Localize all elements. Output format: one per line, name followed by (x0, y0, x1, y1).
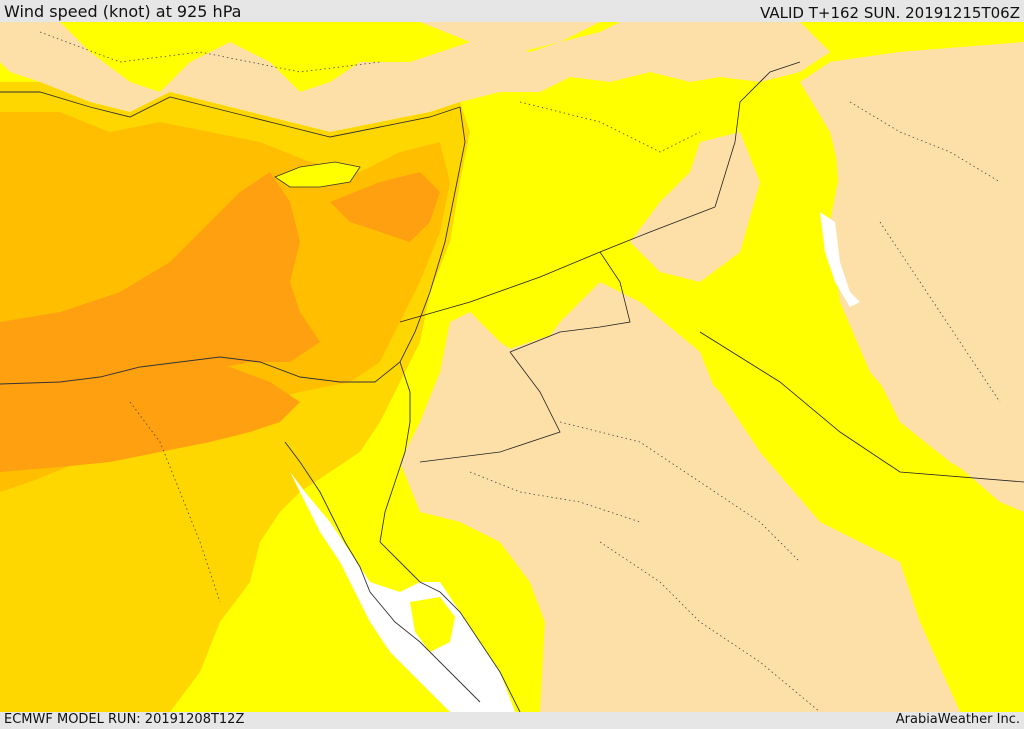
cyprus-island (274, 161, 361, 188)
persian-gulf-calm (820, 212, 860, 307)
map-canvas (0, 22, 1024, 712)
coastlines (0, 91, 521, 712)
strong-wind-zone-south (0, 362, 300, 472)
model-run-label: ECMWF MODEL RUN: 20191208T12Z (4, 712, 245, 727)
red-sea-calm (290, 472, 515, 712)
calm-wind-inland (630, 132, 760, 282)
calm-wind-arabia (430, 322, 960, 712)
map-title: Wind speed (knot) at 925 hPa (4, 2, 242, 21)
calm-wind-turkey (0, 22, 830, 132)
country-borders (399, 61, 1024, 483)
red-sea-yellow-patch (410, 597, 455, 652)
valid-time-label: VALID T+162 SUN. 20191215T06Z (760, 4, 1020, 22)
province-borders (39, 31, 1001, 712)
map-header: Wind speed (knot) at 925 hPa VALID T+162… (0, 0, 1024, 22)
credit-label: ArabiaWeather Inc. (895, 712, 1020, 727)
strong-wind-zone-east (330, 172, 440, 242)
map-footer: ECMWF MODEL RUN: 20191208T12Z ArabiaWeat… (0, 712, 1024, 729)
calm-wind-iran (820, 42, 1024, 502)
strong-wind-zone (0, 172, 320, 392)
wind-speed-map[interactable] (0, 22, 1024, 712)
